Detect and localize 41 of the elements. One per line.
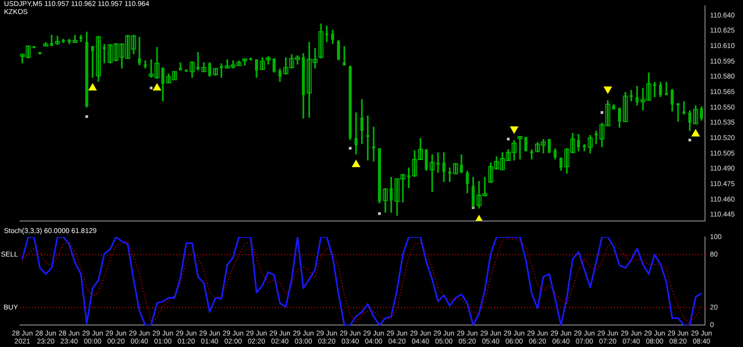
candlestick [436,152,440,174]
candlestick [366,114,370,162]
candlestick [138,36,141,66]
point [510,126,518,134]
candlestick [325,24,328,43]
point [352,160,360,168]
candlestick [91,45,94,79]
point [692,129,700,136]
candlestick [342,45,346,66]
candlestick [372,126,376,162]
candlestick [554,147,557,160]
candlestick [548,138,551,154]
candlestick [220,62,223,79]
candlestick [636,85,639,106]
point [153,83,161,90]
candlestick [448,166,452,183]
candlestick [524,136,528,152]
candlestick [659,81,662,98]
candlestick [670,88,674,112]
candlestick [272,58,276,74]
candlestick [577,133,580,152]
candlestick [360,98,364,145]
candlestick [336,39,340,62]
candlestick [682,100,686,116]
candlestick [676,102,680,122]
candlestick [559,156,562,172]
candlestick [618,106,622,129]
candlestick [255,58,258,79]
candlestick [354,112,358,156]
candlestick [196,51,200,72]
candlestick [460,154,463,174]
point [604,86,612,94]
candlestick [278,68,282,83]
candlestick [466,170,469,194]
candlestick [331,28,334,45]
candlestick [530,148,534,160]
candlestick [664,81,668,96]
candlestick [594,130,598,145]
point [88,83,97,90]
candlestick [700,106,703,122]
candlestick [442,152,446,183]
